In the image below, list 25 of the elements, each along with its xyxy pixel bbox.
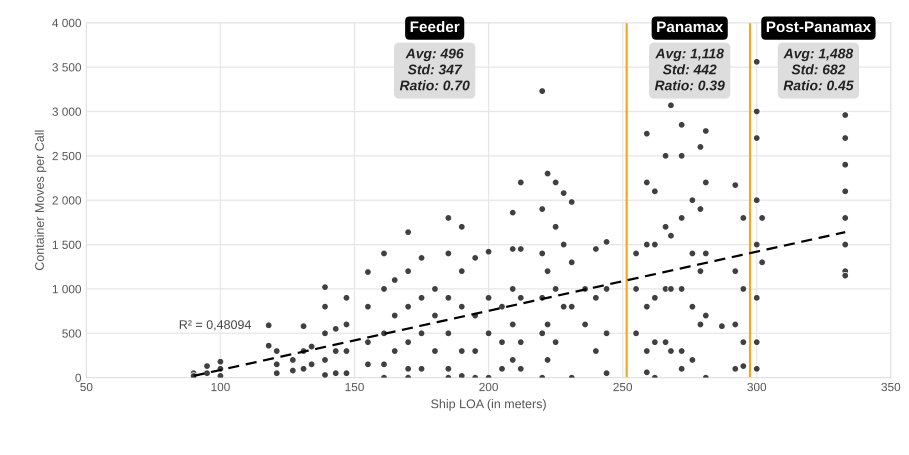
y-tick-label: 500	[62, 329, 82, 338]
y-tick-label: 0	[75, 374, 82, 382]
y-axis-title: Container Moves per Call	[34, 130, 46, 270]
x-tick-label: 200	[479, 382, 498, 392]
y-tick-label: 3 000	[52, 108, 82, 116]
y-tick-label: 4 000	[52, 18, 82, 28]
x-tick-label: 100	[211, 382, 230, 392]
annotation: Avg: 496 Std: 347 Ratio: 0.70	[400, 48, 470, 90]
x-axis-title: Ship LOA (in meters)	[431, 399, 546, 411]
annotation: Feeder	[410, 20, 460, 32]
y-tick-label: 1 000	[52, 284, 82, 294]
y-tick-label: 3 500	[52, 63, 82, 72]
x-tick-label: 250	[613, 382, 632, 392]
annotation: Panamax	[657, 22, 724, 32]
x-tick-label: 350	[881, 382, 900, 392]
x-tick-label: 50	[80, 382, 92, 392]
annotation: Avg: 1,488 Std: 682 Ratio: 0.45	[783, 48, 854, 90]
annotation: Avg: 1,118 Std: 442 Ratio: 0.39	[654, 48, 725, 90]
y-tick-label: 1 500	[52, 240, 82, 249]
y-tick-label: 2 000	[52, 196, 82, 205]
x-tick-label: 300	[747, 382, 766, 392]
x-tick-label: 150	[346, 382, 364, 392]
annotation: R² = 0,48094	[180, 320, 252, 331]
y-tick-label: 2 500	[52, 152, 82, 160]
annotation: Post-Panamax	[766, 22, 871, 32]
